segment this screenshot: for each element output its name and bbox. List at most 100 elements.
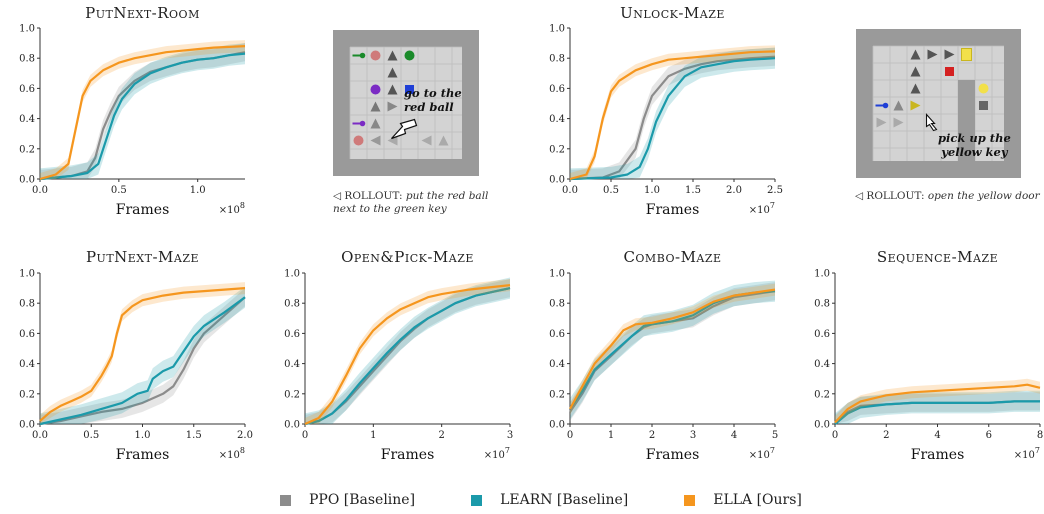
agent-trace-icon: [370, 118, 381, 129]
title-putnext-room: PutNext-Room: [85, 4, 200, 22]
series-line-learn: [304, 287, 511, 426]
grid-world-maze: [856, 29, 1021, 178]
agent-trace-icon: [438, 135, 449, 146]
caption-room-prefix: ◁ ROLLOUT:: [333, 190, 403, 202]
y-tick-label: 0.2: [19, 389, 35, 400]
y-tick-label: 0.2: [19, 144, 35, 155]
pointer-arrow-icon: [391, 118, 418, 140]
agent-trace-icon: [910, 66, 921, 77]
series-band-ella: [835, 378, 1040, 424]
annotation-room: go to the red ball: [404, 86, 462, 114]
caption-maze-prefix: ◁ ROLLOUT:: [855, 190, 925, 202]
title-openpick-maze: Open&Pick-Maze: [341, 248, 474, 266]
y-tick-label: 0.4: [284, 359, 300, 370]
agent-trace-icon: [387, 135, 398, 146]
legend-swatch-ppo: [280, 494, 291, 506]
x-tick-label: 0.0: [562, 185, 578, 196]
y-tick-label: 0.0: [284, 420, 300, 431]
caption-maze-text: open the yellow door: [927, 190, 1040, 202]
x-multiplier: ×107: [1014, 446, 1040, 461]
agent-trace-icon: [387, 67, 398, 78]
box-red-icon: [945, 67, 954, 76]
x-tick-label: 2: [883, 430, 889, 441]
legend: PPO [Baseline] LEARN [Baseline] ELLA [Ou…: [280, 492, 802, 508]
y-tick-label: 0.0: [814, 420, 830, 431]
agent-trace-icon: [370, 101, 381, 112]
legend-swatch-learn: [471, 494, 483, 506]
agent-trace-icon: [387, 101, 398, 112]
caption-room-text2: next to the green key: [333, 203, 447, 215]
y-tick-label: 0.2: [549, 144, 565, 155]
title-unlock-maze: Unlock-Maze: [620, 4, 725, 22]
agent-trace-icon: [910, 83, 921, 94]
caption-room-text: put the red ball: [405, 190, 489, 202]
series-line-learn: [569, 57, 776, 181]
y-tick-label: 0.0: [549, 420, 565, 431]
legend-label-ella: ELLA [Ours]: [713, 492, 802, 508]
y-tick-label: 1.0: [814, 269, 830, 280]
series-band-ppo: [40, 288, 245, 424]
pointer-arrow-icon: [925, 113, 938, 132]
key-icon: [882, 102, 889, 109]
x-multiplier-exponent: 7: [770, 446, 775, 455]
legend-item-ella: ELLA [Ours]: [684, 492, 802, 508]
chart-putnext-maze: 0.0 0.2 0.4 0.6 0.8 1.0 0.0 0.5 1.0 1.5 2.0 Frames ×…: [19, 269, 253, 464]
y-tick-label: 0.6: [284, 329, 300, 340]
x-tick-label: 1.0: [190, 185, 206, 196]
x-tick-label: 0: [567, 430, 573, 441]
x-tick-label: 0.0: [32, 185, 48, 196]
annotation-maze-line1: pick up the: [938, 131, 1011, 145]
y-tick-label: 0.0: [19, 420, 35, 431]
key-icon: [359, 52, 366, 59]
series-band-learn: [305, 277, 510, 424]
y-tick-label: 0.4: [19, 114, 35, 125]
y-tick-label: 1.0: [549, 269, 565, 280]
x-tick-label: 0.5: [603, 185, 619, 196]
y-tick-label: 1.0: [549, 24, 565, 35]
series-line-ppo: [569, 55, 776, 181]
x-tick-label: 2.0: [726, 185, 742, 196]
annotation-room-line2: red ball: [404, 100, 454, 114]
series-band-learn: [835, 390, 1040, 424]
chart-putnext-room: 0.0 0.2 0.4 0.6 0.8 1.0 0.0 0.5 1.0 Frames ×108: [19, 24, 246, 218]
title-sequence-maze: Sequence-Maze: [876, 248, 999, 266]
series-line-learn: [569, 290, 776, 410]
x-tick-label: 1.0: [644, 185, 660, 196]
x-tick-label: 2: [649, 430, 655, 441]
series-line-ella: [39, 45, 246, 181]
x-tick-label: 3: [690, 430, 696, 441]
y-tick-label: 0.4: [549, 114, 565, 125]
agent-trace-icon: [927, 49, 938, 60]
agent-trace-icon: [370, 135, 381, 146]
x-tick-label: 2: [438, 430, 444, 441]
x-multiplier: ×107: [749, 201, 775, 216]
series-line-learn: [834, 400, 1040, 425]
x-tick-label: 1.0: [135, 430, 151, 441]
ball-purple-icon: [370, 84, 381, 95]
x-tick-label: 4: [934, 430, 940, 441]
y-tick-label: 0.8: [814, 299, 830, 310]
series-band-ella: [40, 282, 245, 424]
agent-trace-icon: [387, 50, 398, 61]
y-tick-label: 0.6: [19, 84, 35, 95]
series-band-learn: [570, 280, 775, 420]
series-band-learn: [570, 47, 775, 179]
box-blue-icon: [405, 85, 414, 94]
y-tick-label: 1.0: [19, 269, 35, 280]
y-tick-label: 0.8: [549, 54, 565, 65]
agent-trace-icon: [910, 49, 921, 60]
y-tick-label: 0.6: [549, 329, 565, 340]
y-tick-label: 0.2: [814, 389, 830, 400]
x-axis-label: Frames: [646, 447, 700, 463]
x-tick-label: 3: [507, 430, 513, 441]
annotation-room-line1: go to the: [404, 86, 462, 100]
series-line-ella: [569, 50, 776, 181]
x-multiplier: ×107: [484, 446, 510, 461]
y-tick-label: 0.8: [19, 54, 35, 65]
y-tick-label: 1.0: [284, 269, 300, 280]
y-tick-label: 0.8: [19, 299, 35, 310]
annotation-maze-line2: yellow key: [941, 145, 1008, 159]
x-tick-label: 8: [1037, 430, 1043, 441]
series-line-ella: [569, 288, 776, 410]
x-tick-label: 1.5: [186, 430, 202, 441]
